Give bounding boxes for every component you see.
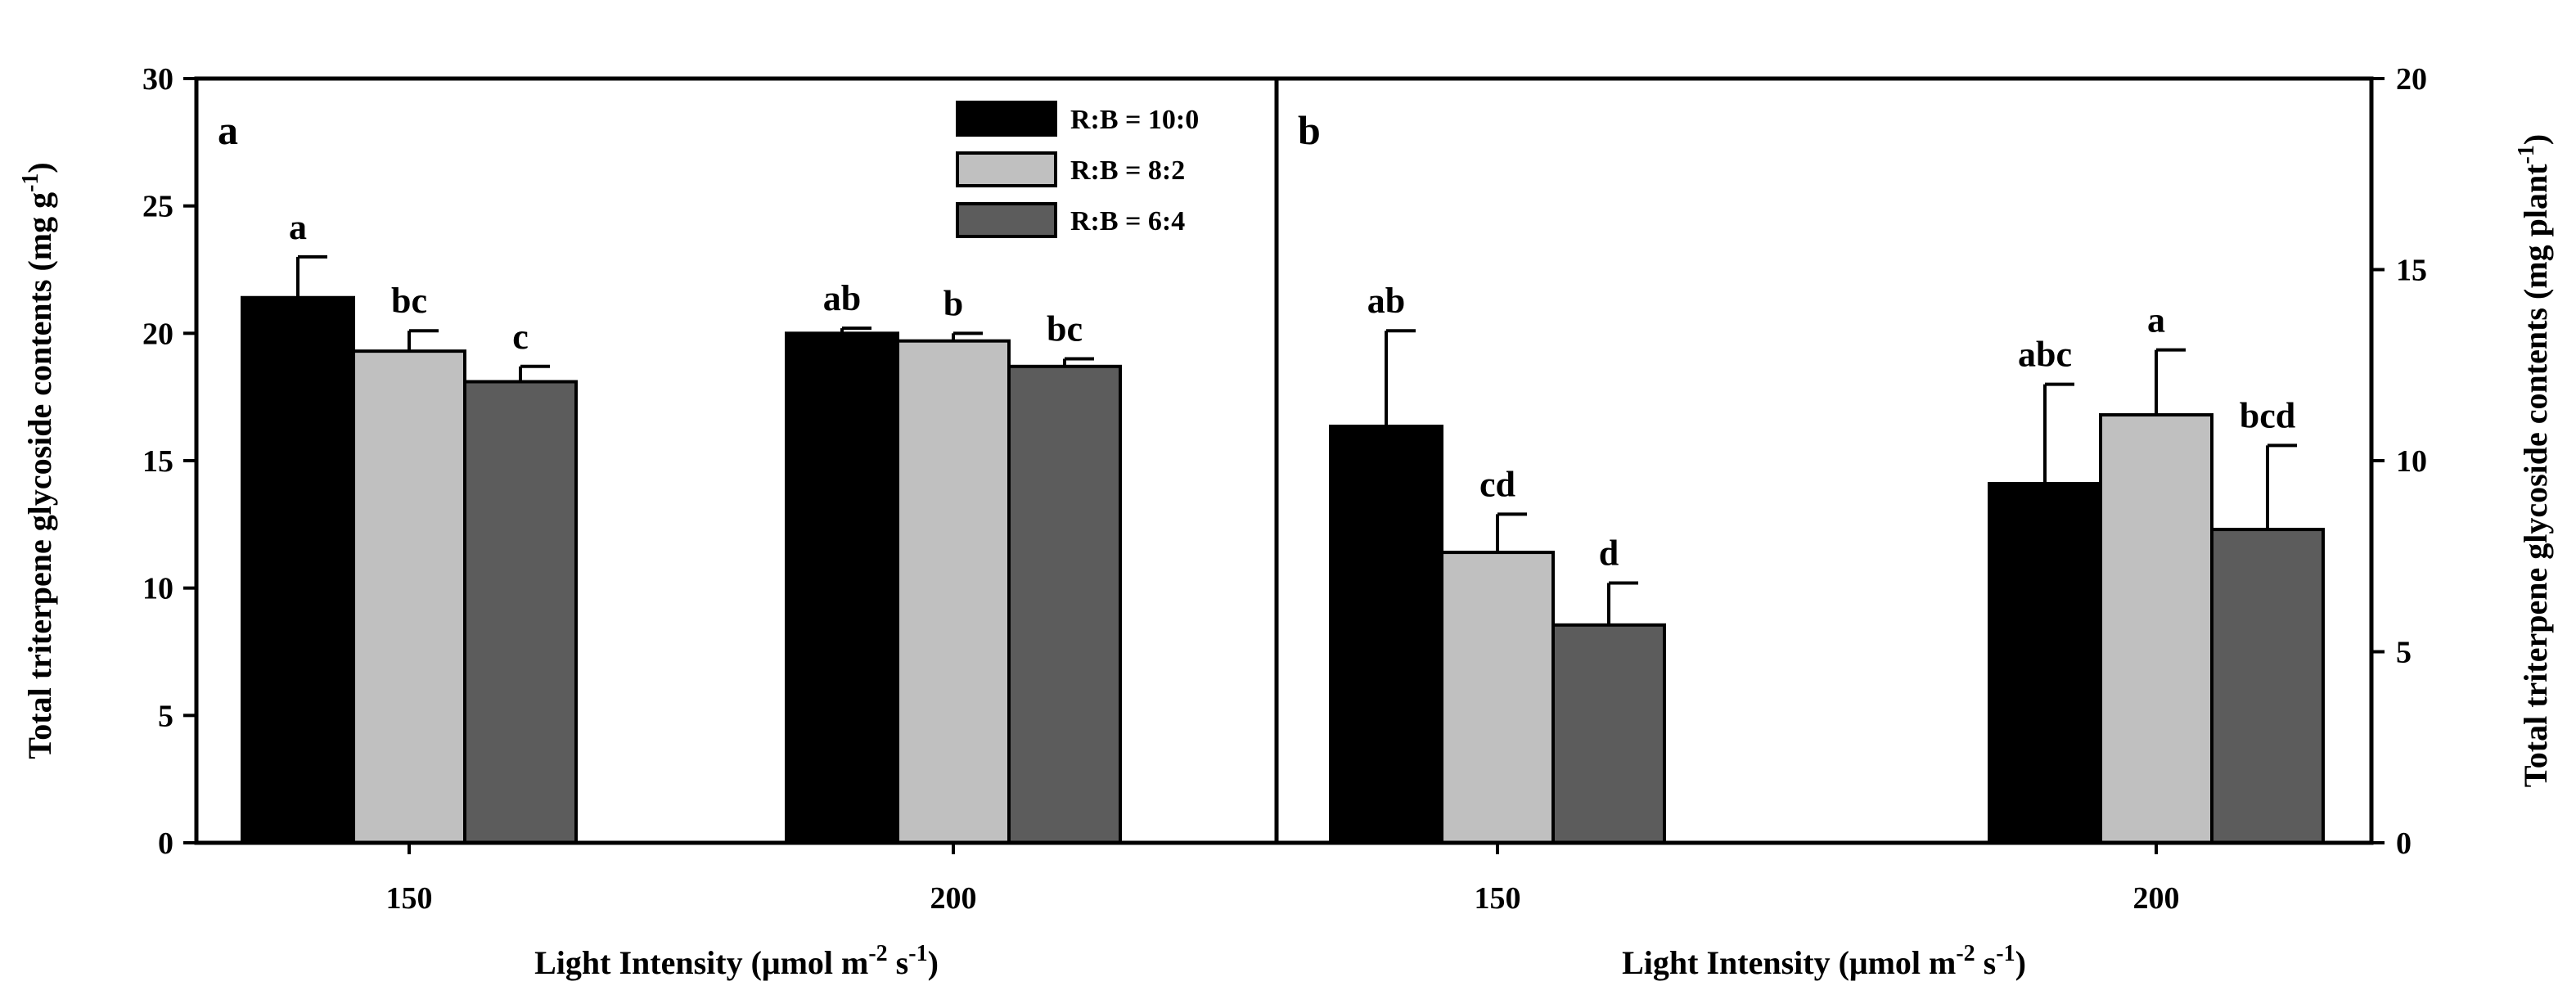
- significance-letter: abc: [2018, 335, 2072, 375]
- legend: R:B = 10:0 R:B = 8:2 R:B = 6:4: [956, 101, 1199, 238]
- bar: [352, 349, 466, 845]
- x-axis-title-main: Light Intensity (μmol m: [1622, 944, 1956, 981]
- bar: [241, 295, 355, 845]
- y-axis-title-main: Total triterpene glycoside contents (mg …: [21, 192, 58, 759]
- plot-frame: [1274, 76, 2374, 845]
- panel-letter: a: [218, 107, 238, 153]
- y-axis-title-sup: -1: [2514, 145, 2539, 164]
- bar: [1007, 364, 1122, 845]
- x-tick-label: 150: [1475, 881, 1521, 916]
- panel-letter: b: [1298, 107, 1321, 153]
- x-axis-title-sup: -1: [908, 941, 927, 966]
- x-tick-label: 200: [2133, 881, 2180, 916]
- legend-swatch: [956, 202, 1057, 238]
- bar: [1440, 551, 1555, 845]
- x-axis-title-close: ): [2015, 944, 2026, 981]
- y-tick-label: 20: [2396, 62, 2427, 97]
- bar: [1329, 424, 1443, 844]
- y-tick-label: 0: [2396, 826, 2412, 861]
- y-axis-title-sup: -1: [18, 173, 43, 192]
- x-axis-title-sup: -2: [868, 941, 887, 966]
- x-axis-title: Light Intensity (μmol m-2 s-1): [1622, 941, 2026, 981]
- legend-label: R:B = 8:2: [1070, 155, 1185, 186]
- x-tick-label: 150: [386, 881, 433, 916]
- legend-label: R:B = 10:0: [1070, 105, 1199, 135]
- legend-label: R:B = 6:4: [1070, 206, 1185, 236]
- y-tick-label: 20: [142, 317, 173, 351]
- x-tick-label: 200: [930, 881, 977, 916]
- y-axis-title-main: Total triterpene glycoside contents (mg …: [2517, 164, 2554, 787]
- legend-swatch: [956, 101, 1057, 137]
- significance-letter: bc: [1047, 308, 1083, 349]
- significance-letter: cd: [1479, 464, 1515, 504]
- significance-letter: d: [1599, 533, 1619, 573]
- significance-letter: a: [289, 207, 307, 247]
- y-tick-label: 5: [158, 699, 173, 733]
- y-tick-label: 15: [142, 444, 173, 479]
- significance-letter: ab: [823, 278, 861, 318]
- x-axis-title-sup: -1: [1996, 941, 2015, 966]
- y-tick-label: 0: [158, 826, 173, 861]
- significance-letter: a: [2147, 300, 2165, 340]
- bar: [1551, 623, 1666, 844]
- x-axis-title-close: ): [928, 944, 939, 981]
- panel-a: 0 5 10 15 20 25 30 a bc c 150 ab b bc 200 a Light Intens…: [18, 62, 1279, 981]
- y-axis-title-close: ): [2517, 134, 2554, 145]
- x-axis-title-mid: s: [888, 944, 909, 981]
- significance-letter: bc: [391, 281, 427, 321]
- significance-letter: b: [943, 283, 963, 323]
- significance-letter: c: [512, 317, 529, 357]
- significance-letter: bcd: [2240, 395, 2295, 435]
- bar: [1988, 482, 2102, 845]
- bar: [463, 380, 578, 844]
- y-tick-label: 25: [142, 190, 173, 224]
- legend-swatch: [956, 151, 1057, 187]
- x-axis-title-mid: s: [1975, 944, 1997, 981]
- bar: [2210, 528, 2325, 844]
- y-axis-title: Total triterpene glycoside contents (mg …: [2514, 134, 2554, 787]
- x-axis-title: Light Intensity (μmol m-2 s-1): [534, 941, 939, 981]
- y-axis-title: Total triterpene glycoside contents (mg …: [18, 162, 58, 759]
- bar: [896, 339, 1011, 844]
- y-axis-title-close: ): [21, 162, 58, 173]
- x-axis-title-sup: -2: [1956, 941, 1975, 966]
- bar: [785, 331, 899, 845]
- significance-letter: ab: [1367, 281, 1405, 321]
- y-tick-label: 30: [142, 62, 173, 97]
- y-tick-label: 5: [2396, 636, 2412, 670]
- y-tick-label: 10: [142, 572, 173, 606]
- y-tick-label: 10: [2396, 444, 2427, 479]
- bar: [2099, 412, 2213, 844]
- x-axis-title-main: Light Intensity (μmol m: [534, 944, 868, 981]
- y-tick-label: 15: [2396, 254, 2427, 288]
